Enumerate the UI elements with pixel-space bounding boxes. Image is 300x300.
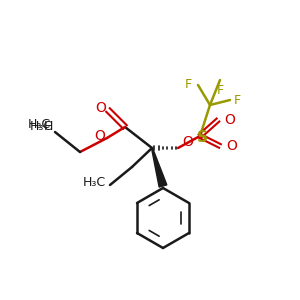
Text: F: F <box>234 94 241 106</box>
Text: H₃C: H₃C <box>83 176 106 190</box>
Text: H₃C: H₃C <box>30 121 53 134</box>
Text: S: S <box>196 130 208 146</box>
Polygon shape <box>152 148 167 187</box>
Text: O: O <box>224 113 235 127</box>
Text: O: O <box>182 135 193 149</box>
Text: F: F <box>185 79 192 92</box>
Text: H: H <box>44 121 53 134</box>
Text: O: O <box>95 101 106 115</box>
Text: F: F <box>216 84 224 97</box>
Text: O: O <box>226 139 237 153</box>
Text: H₃C: H₃C <box>28 118 51 130</box>
Text: O: O <box>94 129 105 143</box>
